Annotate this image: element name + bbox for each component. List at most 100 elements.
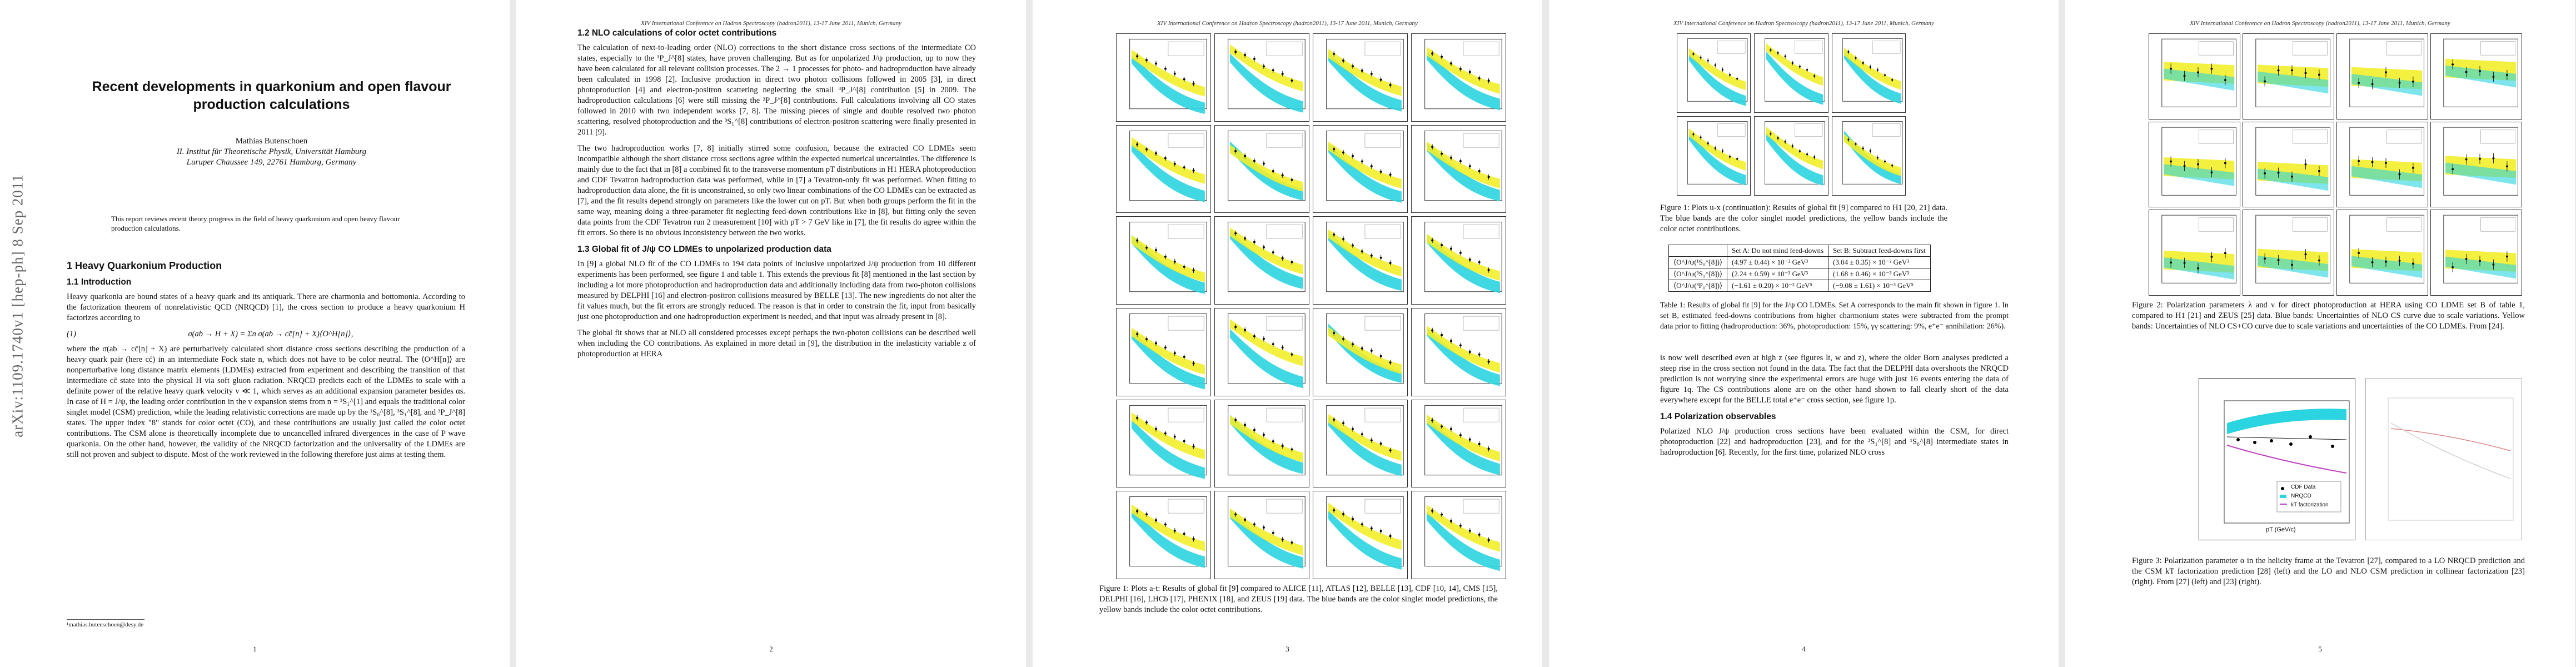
- page-2: XIV International Conference on Hadron S…: [516, 0, 1026, 667]
- page-3: XIV International Conference on Hadron S…: [1033, 0, 1542, 667]
- figure-1-continuation-caption: Figure 1: Plots u-x (continuation): Resu…: [1660, 203, 1947, 233]
- paper-title: Recent developments in quarkonium and op…: [92, 79, 451, 112]
- table-header-cell: [1668, 245, 1728, 257]
- figure-2-plot-panel: [2149, 33, 2240, 120]
- author-block: Mathias Butenschoen II. Institut für The…: [78, 136, 465, 168]
- table-cell: (−9.08 ± 1.61) × 10⁻³ GeV⁵: [1828, 280, 1931, 292]
- table-cell: ⟨O^J/ψ(¹S₀^[8])⟩: [1668, 256, 1728, 268]
- figure-1-plot-panel: [1116, 399, 1211, 488]
- author-name: Mathias Butenschoen: [235, 137, 308, 146]
- figure-1-plot-panel: [1214, 308, 1309, 396]
- figure-3-left-plot: CDF Data NRQCD kT factorization pT (GeV/…: [2199, 378, 2355, 540]
- figure-2-plot-panel: [2430, 121, 2522, 208]
- page-4-body: is now well described even at high z (se…: [1660, 353, 2009, 464]
- running-header: XIV International Conference on Hadron S…: [1157, 20, 1418, 27]
- page-1-body: 1 Heavy Quarkonium Production 1.1 Introd…: [67, 253, 465, 466]
- figure-2-grid: [2149, 33, 2522, 296]
- affiliation-line-2: Luruper Chaussee 149, 22761 Hamburg, Ger…: [186, 158, 357, 167]
- figure-2-caption: Figure 2: Polarization parameters λ and …: [2132, 301, 2525, 331]
- figure-1-continuation-plot-panel: [1754, 116, 1828, 196]
- figure-2-plot-panel: [2336, 121, 2428, 208]
- figure-1-plot-panel: [1313, 399, 1408, 488]
- figure-1-plot-panel: [1411, 308, 1506, 396]
- figure-1-plot-panel: [1313, 216, 1408, 305]
- figure-1-continuation-plot-panel: [1677, 33, 1751, 113]
- figure-1-plot-panel: [1214, 33, 1309, 122]
- table-cell: (4.97 ± 0.44) × 10⁻² GeV³: [1727, 256, 1829, 268]
- figure-1-plot-panel: [1116, 216, 1211, 305]
- figure-2-plot-panel: [2149, 121, 2240, 208]
- x-axis-label: pT (GeV/c): [2266, 526, 2296, 533]
- running-header: XIV International Conference on Hadron S…: [2190, 20, 2450, 27]
- figure-1-plot-panel: [1214, 216, 1309, 305]
- running-header: XIV International Conference on Hadron S…: [641, 20, 901, 27]
- table-1-caption: Table 1: Results of global fit [9] for t…: [1660, 301, 2009, 331]
- figure-1-plot-panel: [1313, 33, 1408, 122]
- figure-1-plot-panel: [1116, 125, 1211, 213]
- subsection-heading: 1.1 Introduction: [67, 277, 132, 287]
- table-cell: (2.24 ± 0.59) × 10⁻³ GeV³: [1727, 268, 1829, 280]
- section-heading: 1 Heavy Quarkonium Production: [67, 260, 222, 271]
- legend-entry: NRQCD: [2291, 493, 2311, 499]
- table-cell: (3.04 ± 0.35) × 10⁻² GeV³: [1828, 256, 1931, 268]
- paragraph: Heavy quarkonia are bound states of a he…: [67, 292, 465, 322]
- figure-2-plot-panel: [2243, 121, 2334, 208]
- page-5: XIV International Conference on Hadron S…: [2065, 0, 2575, 667]
- affiliation-line-1: II. Institut für Theoretische Physik, Un…: [176, 147, 367, 156]
- page-number: 3: [1285, 645, 1289, 653]
- table-header-row: Set A: Do not mind feed-downs Set B: Sub…: [1668, 245, 1931, 257]
- table-header-cell: Set A: Do not mind feed-downs: [1727, 245, 1829, 257]
- equation-text: σ(ab → H + X) = Σn σ(ab → cc̄[n] + X)⟨O^…: [188, 330, 353, 339]
- page-number: 4: [1802, 645, 1806, 653]
- figure-1-plot-panel: [1214, 491, 1309, 579]
- figure-1-plot-panel: [1116, 491, 1211, 579]
- figure-1-continuation-plot-panel: [1831, 116, 1906, 196]
- paragraph: The two hadroproduction works [7, 8] ini…: [577, 144, 976, 237]
- figure-1-plot-panel: [1411, 491, 1506, 579]
- table-cell: ⟨O^J/ψ(³S₁^[8])⟩: [1668, 268, 1728, 280]
- paragraph: The global fit shows that at NLO all con…: [577, 328, 976, 359]
- figure-2-plot-panel: [2430, 210, 2522, 296]
- subsection-heading: 1.2 NLO calculations of color octet cont…: [577, 28, 777, 38]
- table-header-cell: Set B: Subtract feed-downs first: [1828, 245, 1931, 257]
- figure-2-plot-panel: [2243, 210, 2334, 296]
- legend-entry: CDF Data: [2291, 484, 2316, 490]
- figure-1-plot-panel: [1116, 308, 1211, 396]
- figure-3-right-plot: [2365, 378, 2522, 540]
- figure-2-plot-panel: [2336, 33, 2428, 120]
- results-table: Set A: Do not mind feed-downs Set B: Sub…: [1668, 245, 1931, 292]
- table-row: ⟨O^J/ψ(³S₁^[8])⟩ (2.24 ± 0.59) × 10⁻³ Ge…: [1668, 268, 1931, 280]
- figure-1-grid: [1116, 33, 1506, 579]
- figure-2-plot-panel: [2149, 210, 2240, 296]
- figure-1-plot-panel: [1411, 33, 1506, 122]
- figure-1-continuation-plot-panel: [1677, 116, 1751, 196]
- subsection-heading: 1.4 Polarization observables: [1660, 412, 1776, 421]
- figure-1-plot-panel: [1411, 125, 1506, 213]
- page-4: XIV International Conference on Hadron S…: [1549, 0, 2059, 667]
- paragraph: The calculation of next-to-leading order…: [577, 43, 976, 137]
- paragraph: where the σ(ab → cc̄[n] + X) are perturb…: [67, 345, 465, 459]
- table-row: ⟨O^J/ψ(¹S₀^[8])⟩ (4.97 ± 0.44) × 10⁻² Ge…: [1668, 256, 1931, 268]
- table-cell: (1.68 ± 0.46) × 10⁻³ GeV³: [1828, 268, 1931, 280]
- table-row: ⟨O^J/ψ(³P₀^[8])⟩ (−1.61 ± 0.20) × 10⁻² G…: [1668, 280, 1931, 292]
- paragraph: Polarized NLO J/ψ production cross secti…: [1660, 427, 2009, 457]
- subsection-heading: 1.3 Global fit of J/ψ CO LDMEs to unpola…: [577, 245, 831, 254]
- figure-1-caption: Figure 1: Plots a-t: Results of global f…: [1099, 584, 1498, 614]
- page-1: arXiv:1109.1740v1 [hep-ph] 8 Sep 2011 Re…: [0, 0, 510, 667]
- figure-1-plot-panel: [1214, 399, 1309, 488]
- figure-1-plot-panel: [1313, 125, 1408, 213]
- figure-1-continuation-plot-panel: [1831, 33, 1906, 113]
- figure-1-plot-panel: [1411, 399, 1506, 488]
- figure-1-plot-panel: [1313, 491, 1408, 579]
- page-2-body: 1.2 NLO calculations of color octet cont…: [577, 22, 976, 365]
- figure-1-continuation-plot-panel: [1754, 33, 1828, 113]
- figure-3-caption: Figure 3: Polarization parameter α in th…: [2132, 556, 2525, 586]
- figure-1-plot-panel: [1411, 216, 1506, 305]
- page-number: 5: [2318, 645, 2322, 653]
- page-number: 1: [253, 645, 257, 653]
- equation-number: (1): [67, 330, 76, 339]
- figure-2-plot-panel: [2430, 33, 2522, 120]
- paragraph: is now well described even at high z (se…: [1660, 354, 2009, 405]
- figure-2-plot-panel: [2336, 210, 2428, 296]
- table-cell: (−1.61 ± 0.20) × 10⁻² GeV⁵: [1727, 280, 1829, 292]
